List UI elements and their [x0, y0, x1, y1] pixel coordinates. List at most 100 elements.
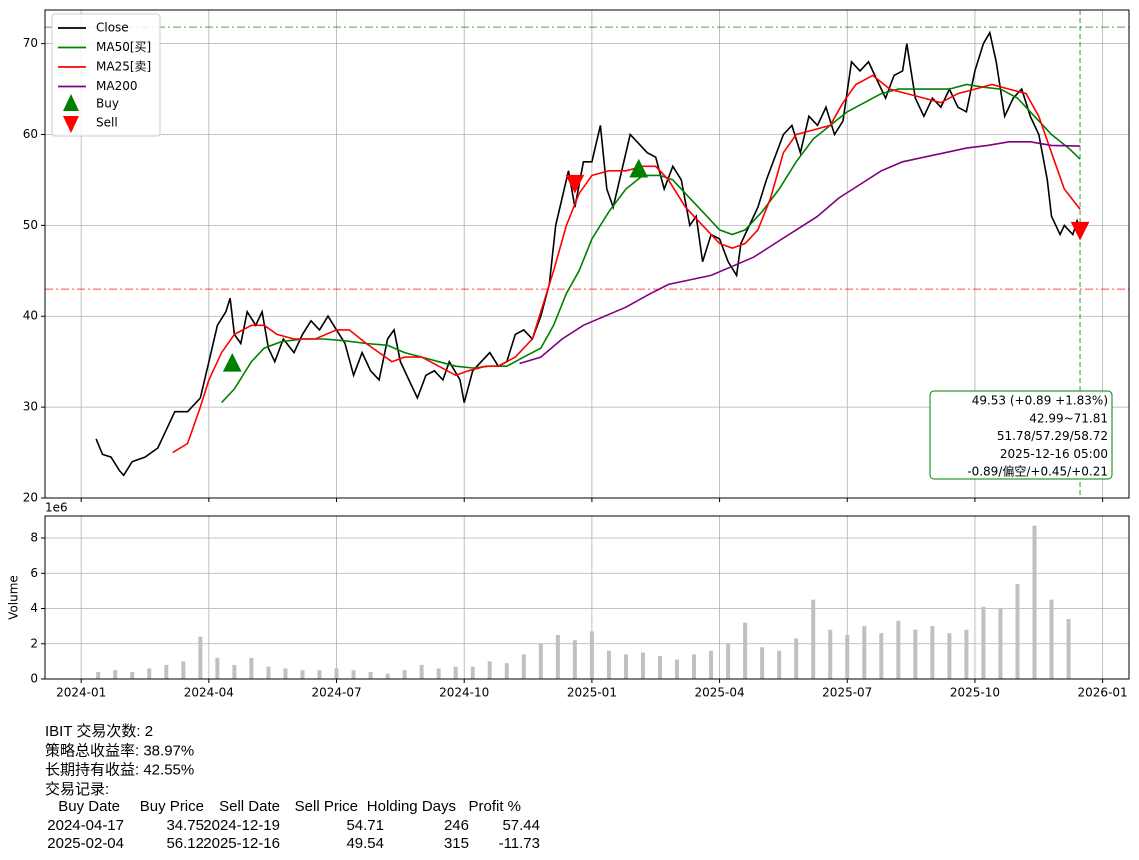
volume-bar: [862, 626, 867, 679]
volume-bar: [215, 657, 220, 679]
volume-bar: [249, 657, 254, 679]
y-tick-label: 40: [23, 309, 38, 323]
volume-bar: [794, 638, 799, 679]
series-line: [221, 83, 1081, 404]
volume-bar: [726, 643, 731, 679]
volume-bar: [1066, 619, 1071, 679]
table-cell: 49.54: [346, 835, 384, 852]
annotation-text: 49.53 (+0.89 +1.83%): [972, 394, 1108, 408]
x-tick-label: 2025-04: [695, 686, 745, 700]
table-cell: 246: [444, 817, 469, 834]
report-line: IBIT 交易次数: 2: [45, 722, 153, 740]
volume-bar: [402, 670, 407, 679]
volume-bar: [760, 647, 765, 679]
y-tick-label: 70: [23, 36, 38, 50]
volume-bar: [981, 606, 986, 679]
volume-bar: [504, 663, 509, 679]
volume-bar: [828, 629, 833, 679]
volume-bar: [913, 629, 918, 679]
y-tick-label: 60: [23, 127, 38, 141]
volume-bar: [1049, 599, 1054, 679]
series-line: [519, 141, 1081, 365]
volume-bar: [317, 670, 322, 679]
y-tick-label: 2: [30, 636, 38, 650]
volume-bar: [640, 652, 645, 679]
signal-marker: [222, 352, 242, 372]
volume-bar: [811, 599, 816, 679]
legend-label: MA200: [96, 79, 137, 93]
x-tick-label: 2024-07: [311, 686, 361, 700]
volume-bar: [845, 634, 850, 679]
volume-bar: [709, 650, 714, 679]
volume-bar: [657, 656, 662, 679]
volume-bar: [998, 608, 1003, 679]
x-tick-label: 2024-10: [439, 686, 489, 700]
volume-bar: [589, 631, 594, 679]
volume-bar: [1032, 525, 1037, 679]
volume-bar: [930, 626, 935, 679]
volume-bar: [538, 643, 543, 679]
volume-bar: [130, 671, 135, 679]
volume-bar: [623, 654, 628, 679]
x-tick-label: 2024-04: [184, 686, 234, 700]
offset-label: 1e6: [45, 501, 68, 515]
table-cell: 2024-04-17: [47, 817, 124, 834]
annotation-text: 51.78/57.29/58.72: [997, 429, 1108, 443]
volume-bar: [964, 629, 969, 679]
volume-bar: [266, 666, 271, 679]
x-tick-label: 2024-01: [56, 686, 106, 700]
volume-bar: [283, 668, 288, 679]
volume-bar: [692, 654, 697, 679]
volume-bar: [521, 654, 526, 679]
volume-bar: [436, 668, 441, 679]
volume-bar: [879, 633, 884, 679]
axes-frame: [44, 9, 1130, 499]
volume-bar: [896, 620, 901, 679]
volume-bar: [1015, 583, 1020, 679]
table-header: Sell Date: [219, 798, 280, 815]
table-header: Buy Price: [140, 798, 204, 815]
series-line: [95, 30, 1081, 477]
volume-bar: [470, 666, 475, 679]
y-tick-label: 30: [23, 400, 38, 414]
report-line: 长期持有收益: 42.55%: [45, 762, 194, 779]
table-cell: 54.71: [346, 817, 384, 834]
volume-bar: [385, 673, 390, 679]
volume-bar: [947, 633, 952, 679]
y-tick-label: 8: [30, 531, 38, 545]
signal-marker: [565, 174, 585, 194]
legend-label: MA50[买]: [96, 40, 151, 54]
y-tick-label: 20: [23, 491, 38, 505]
report-line: 交易记录:: [45, 780, 109, 798]
y-tick-label: 4: [30, 601, 38, 615]
y-tick-label: 6: [30, 566, 38, 580]
volume-bar: [300, 670, 305, 679]
signal-marker: [629, 158, 649, 178]
table-header: Buy Date: [58, 798, 120, 815]
volume-bar: [743, 622, 748, 679]
signal-marker: [1070, 221, 1090, 241]
legend-label: Close: [96, 21, 129, 35]
legend-box: [51, 13, 161, 137]
annotation-box: [929, 390, 1113, 480]
y-axis-label: Volume: [7, 575, 21, 620]
legend-swatch: [63, 116, 79, 133]
table-cell: 2024-12-19: [203, 817, 280, 834]
axes-frame: [44, 515, 1130, 680]
table-cell: 57.44: [502, 817, 540, 834]
table-cell: 2025-12-16: [203, 835, 280, 852]
volume-bar: [606, 650, 611, 679]
volume-bar: [555, 634, 560, 679]
annotation-text: 2025-12-16 05:00: [1000, 447, 1108, 461]
volume-bar: [181, 661, 186, 679]
table-header: Profit %: [468, 798, 521, 815]
table-cell: 315: [444, 835, 469, 852]
series-line: [172, 74, 1081, 454]
legend-label: Sell: [96, 116, 118, 130]
y-tick-label: 0: [30, 672, 38, 686]
volume-bar: [453, 666, 458, 679]
x-tick-label: 2025-07: [822, 686, 872, 700]
legend-label: Buy: [96, 97, 119, 111]
table-cell: 34.75: [166, 817, 204, 834]
volume-bar: [334, 668, 339, 679]
